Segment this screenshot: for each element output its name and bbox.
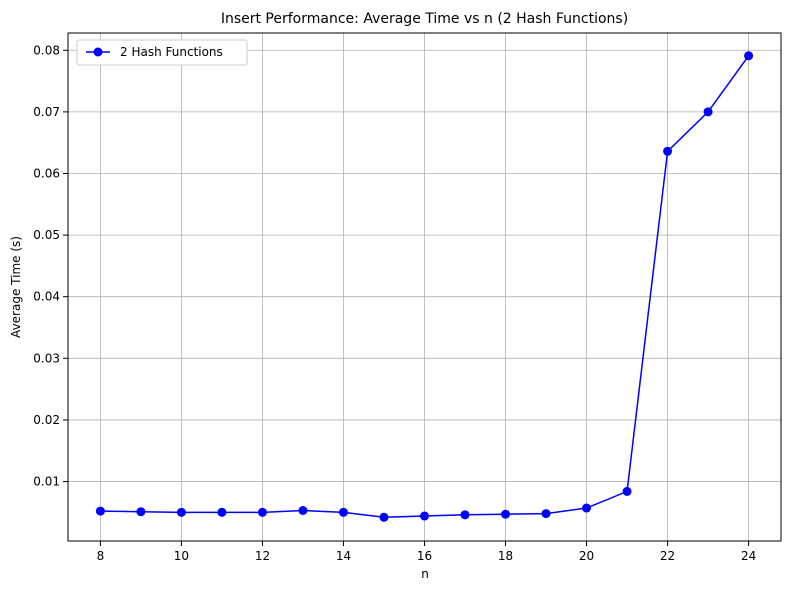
data-point: [176, 507, 186, 517]
data-point: [379, 512, 389, 522]
x-axis-label: n: [421, 567, 429, 581]
x-tick-label: 8: [97, 549, 105, 563]
data-point: [582, 503, 592, 513]
data-point: [217, 507, 227, 517]
y-tick-label: 0.04: [33, 290, 60, 304]
x-tick-label: 18: [498, 549, 513, 563]
legend-box: [76, 39, 248, 66]
legend: 2 Hash Functions: [76, 39, 248, 66]
data-point: [703, 107, 713, 117]
legend-label: 2 Hash Functions: [120, 45, 223, 59]
y-axis-label: Average Time (s): [9, 236, 23, 338]
y-tick-label: 0.01: [33, 475, 60, 489]
data-point: [298, 506, 308, 516]
data-point: [136, 507, 146, 517]
data-point: [420, 511, 429, 521]
y-tick-label: 0.07: [33, 105, 60, 119]
x-tick-label: 10: [174, 549, 189, 563]
plot-area: [95, 51, 754, 522]
data-point: [744, 51, 754, 61]
data-point: [663, 146, 673, 156]
y-tick-label: 0.05: [33, 228, 60, 242]
data-point: [541, 509, 551, 519]
y-tick-label: 0.03: [33, 351, 60, 365]
data-point: [501, 509, 511, 519]
data-point: [622, 486, 632, 496]
y-tick-label: 0.08: [33, 43, 60, 57]
x-tick-label: 22: [660, 549, 675, 563]
y-tick-label: 0.06: [33, 166, 60, 180]
plot-frame: [67, 32, 782, 542]
x-tick-label: 12: [255, 549, 270, 563]
x-tick-label: 20: [579, 549, 594, 563]
x-tick-label: 16: [417, 549, 432, 563]
y-tick-label: 0.02: [33, 413, 60, 427]
data-point: [95, 506, 105, 516]
data-point: [460, 510, 470, 520]
x-tick-label: 24: [741, 549, 756, 563]
data-point: [257, 507, 267, 517]
chart-title: Insert Performance: Average Time vs n (2…: [221, 11, 628, 27]
grid-lines: [68, 33, 781, 541]
legend-marker-sample: [93, 47, 103, 57]
axis-ticks: 8 10 12 14 16 18 20 22 24 0.01 0.02 0.03 0.04 0.05 0.0…: [33, 43, 756, 563]
x-tick-label: 14: [336, 549, 351, 563]
data-point: [338, 507, 348, 517]
